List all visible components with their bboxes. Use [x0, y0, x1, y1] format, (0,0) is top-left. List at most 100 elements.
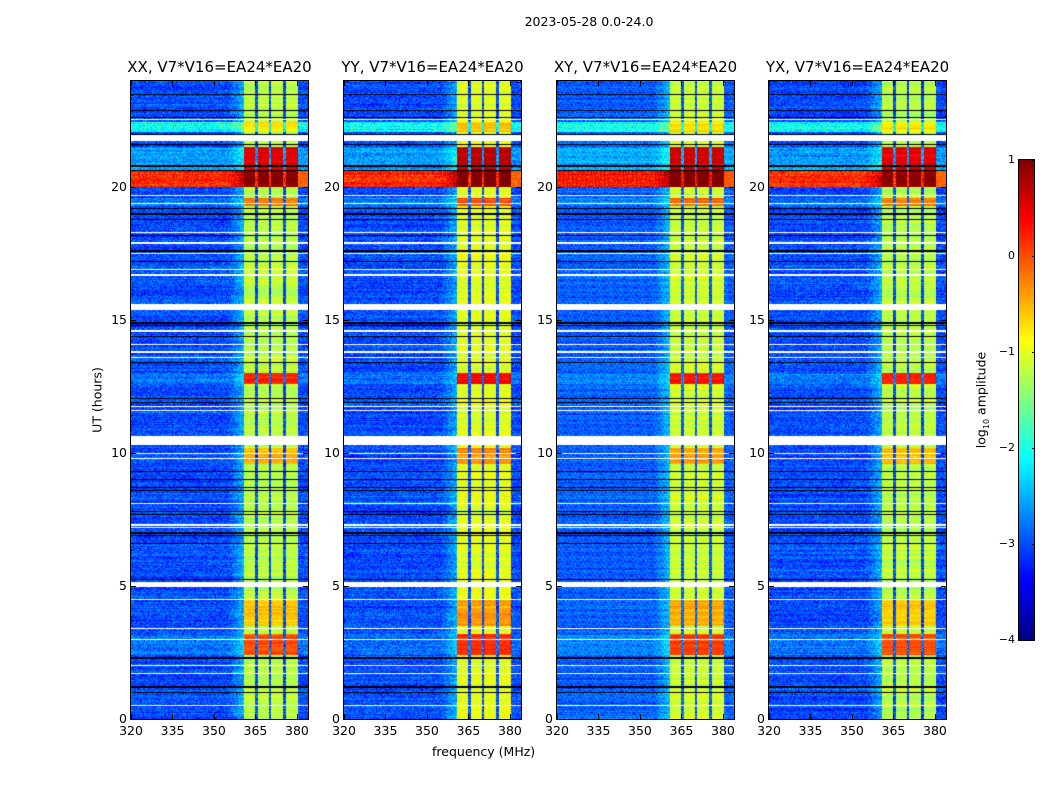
y-tick: [344, 586, 349, 588]
colorbar-tick: [1032, 352, 1035, 353]
colorbar-tick: [1032, 160, 1035, 161]
x-tick: [509, 81, 511, 86]
x-tick: [557, 714, 558, 719]
x-tick-label: 365: [669, 723, 694, 738]
colorbar-label-suffix: amplitude: [973, 351, 989, 419]
y-tick: [769, 586, 774, 588]
y-tick: [303, 320, 308, 322]
y-tick: [557, 453, 562, 455]
x-tick-label: 365: [456, 723, 481, 738]
heatmap-image: [344, 81, 521, 719]
heatmap-panel: YX, V7*V16=EA24*EA20 320 335 350 365 380 0 5 10 1…: [749, 58, 949, 738]
y-tick-label: 20: [111, 179, 127, 195]
x-tick: [468, 714, 470, 719]
y-tick-label: 5: [757, 578, 765, 594]
colorbar-tick: [1032, 640, 1035, 641]
x-tick: [131, 714, 132, 719]
x-tick-label: 380: [923, 723, 947, 738]
y-tick: [729, 453, 734, 455]
y-tick: [516, 586, 521, 588]
panel-title: YY, V7*V16=EA24*EA20: [341, 58, 524, 76]
y-tick: [516, 320, 521, 322]
y-tick: [941, 586, 946, 588]
y-tick-label: 10: [749, 445, 765, 461]
y-tick-label: 0: [332, 711, 340, 726]
x-tick: [172, 714, 174, 719]
x-tick-label: 335: [586, 723, 611, 738]
x-tick-label: 320: [757, 723, 781, 738]
colorbar-tick-label: −2: [998, 441, 1015, 454]
x-tick: [934, 714, 936, 719]
x-tick: [934, 81, 936, 86]
colorbar-tick: [1032, 448, 1035, 449]
x-tick: [557, 81, 558, 86]
y-tick: [131, 719, 136, 720]
y-tick: [516, 453, 521, 455]
x-tick: [385, 714, 387, 719]
colorbar-label: log10 amplitude: [973, 352, 991, 448]
y-tick: [303, 453, 308, 455]
x-tick-label: 320: [119, 723, 143, 738]
y-tick: [941, 187, 946, 189]
colorbar-label-sub: 10: [981, 418, 991, 430]
x-tick-label: 380: [711, 723, 735, 738]
x-tick: [851, 81, 853, 86]
y-tick-label: 5: [119, 578, 127, 594]
y-tick: [769, 320, 774, 322]
y-tick-label: 15: [111, 312, 127, 328]
x-tick-label: 335: [373, 723, 398, 738]
x-tick: [598, 81, 600, 86]
x-tick: [213, 714, 215, 719]
x-axis-label: frequency (MHz): [432, 744, 536, 759]
y-tick-label: 10: [324, 445, 340, 461]
y-tick-label: 0: [119, 711, 127, 726]
y-tick: [729, 187, 734, 189]
x-tick-label: 320: [332, 723, 356, 738]
y-tick-label: 15: [537, 312, 553, 328]
y-tick: [344, 320, 349, 322]
x-tick-label: 320: [545, 723, 569, 738]
x-tick: [681, 81, 683, 86]
x-tick: [769, 81, 770, 86]
x-tick: [810, 714, 812, 719]
heatmap-panel: XY, V7*V16=EA24*EA20 320 335 350 365 380 0 5 10 1…: [537, 58, 737, 738]
x-tick: [213, 81, 215, 86]
panel-title: XX, V7*V16=EA24*EA20: [127, 58, 312, 76]
x-tick: [893, 714, 895, 719]
x-tick: [468, 81, 470, 86]
x-tick: [769, 714, 770, 719]
heatmap-panel: YY, V7*V16=EA24*EA20 320 335 350 365 380 0 5 10 1…: [324, 58, 524, 738]
y-tick-label: 20: [537, 179, 553, 195]
y-tick-label: 20: [749, 179, 765, 195]
x-tick-label: 350: [415, 723, 439, 738]
colorbar: [1018, 159, 1035, 641]
x-tick: [598, 714, 600, 719]
x-tick-label: 380: [285, 723, 309, 738]
y-tick: [516, 719, 521, 720]
y-axis-label: UT (hours): [89, 367, 105, 433]
x-tick: [296, 714, 298, 719]
x-tick: [172, 81, 174, 86]
x-tick: [722, 81, 724, 86]
y-tick-label: 5: [545, 578, 553, 594]
x-tick-label: 335: [160, 723, 185, 738]
heatmap-image: [131, 81, 308, 719]
x-tick: [893, 81, 895, 86]
y-tick: [344, 719, 349, 720]
colorbar-tick-label: −1: [998, 345, 1015, 358]
x-tick: [296, 81, 298, 86]
y-tick: [729, 586, 734, 588]
figure-title: 2023-05-28 0.0-24.0: [524, 14, 654, 29]
x-tick: [426, 81, 428, 86]
x-tick: [344, 81, 345, 86]
x-tick: [851, 714, 853, 719]
y-tick-label: 5: [332, 578, 340, 594]
y-tick: [303, 187, 308, 189]
x-tick: [255, 81, 257, 86]
colorbar-tick: [1032, 544, 1035, 545]
y-tick: [557, 320, 562, 322]
x-tick: [255, 714, 257, 719]
y-tick: [303, 719, 308, 720]
y-tick: [131, 453, 136, 455]
y-tick: [557, 586, 562, 588]
